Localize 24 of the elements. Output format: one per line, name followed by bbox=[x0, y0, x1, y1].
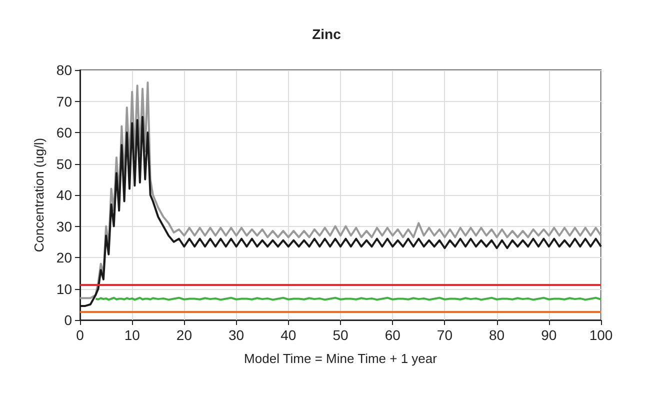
x-tick-label: 100 bbox=[589, 327, 613, 343]
y-tick-label: 10 bbox=[56, 280, 72, 297]
x-axis-title: Model Time = Mine Time + 1 year bbox=[244, 351, 438, 366]
y-tick-label: 0 bbox=[64, 312, 72, 328]
chart-title: Zinc bbox=[312, 26, 342, 42]
y-tick-label: 70 bbox=[56, 93, 72, 110]
y-tick-label: 40 bbox=[56, 187, 72, 203]
y-tick-label: 60 bbox=[56, 124, 72, 140]
x-tick-label: 60 bbox=[384, 327, 401, 343]
x-tick-label: 10 bbox=[124, 327, 140, 343]
x-tick-label: 50 bbox=[332, 327, 348, 343]
x-tick-label: 30 bbox=[228, 327, 244, 343]
line-series bbox=[79, 82, 602, 300]
y-tick-label: 30 bbox=[56, 218, 72, 234]
y-tick-label: 50 bbox=[56, 156, 72, 172]
y-axis-title: Concentration (ug/l) bbox=[32, 138, 47, 252]
x-tick-label: 20 bbox=[176, 327, 192, 343]
y-tick-label: 80 bbox=[56, 62, 72, 78]
x-tick-label: 90 bbox=[541, 327, 557, 343]
y-tick-label: 20 bbox=[56, 250, 72, 266]
x-tick-label: 40 bbox=[280, 327, 296, 343]
x-tick-label: 80 bbox=[489, 327, 505, 343]
x-tick-label: 0 bbox=[76, 327, 84, 343]
x-tick-label: 70 bbox=[436, 327, 453, 343]
